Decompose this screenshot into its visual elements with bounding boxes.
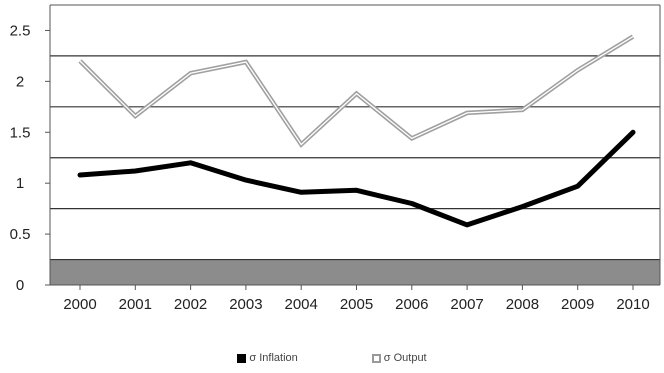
x-tick-label: 2004: [285, 296, 318, 313]
series-line-inflation: [77, 129, 636, 228]
x-tick-label: 2000: [63, 296, 96, 313]
shaded-band: [50, 259, 660, 285]
y-tick-label: 2.5: [10, 22, 31, 39]
legend-swatch-output: [371, 353, 381, 363]
x-tick-label: 2002: [174, 296, 207, 313]
x-tick-label: 2001: [119, 296, 152, 313]
x-tick-label: 2003: [229, 296, 262, 313]
legend-item-output: σ Output: [371, 352, 427, 364]
legend: σ Inflation σ Output: [0, 349, 664, 367]
y-tick-label: 0: [16, 277, 24, 294]
legend-label-inflation: σ Inflation: [249, 352, 298, 364]
y-tick-label: 1.5: [10, 124, 31, 141]
x-tick-label: 2006: [395, 296, 428, 313]
x-tick-label: 2007: [450, 296, 483, 313]
y-tick-label: 1: [16, 175, 24, 192]
y-tick-label: 0.5: [10, 226, 31, 243]
series-line-output-inner: [79, 36, 634, 146]
legend-swatch-inflation: [237, 353, 247, 363]
x-tick-label: 2005: [340, 296, 373, 313]
x-tick-label: 2010: [616, 296, 649, 313]
x-tick-label: 2008: [506, 296, 539, 313]
x-tick-label: 2009: [561, 296, 594, 313]
legend-item-inflation: σ Inflation: [237, 352, 298, 364]
legend-label-output: σ Output: [383, 352, 427, 364]
y-tick-label: 2: [16, 73, 24, 90]
